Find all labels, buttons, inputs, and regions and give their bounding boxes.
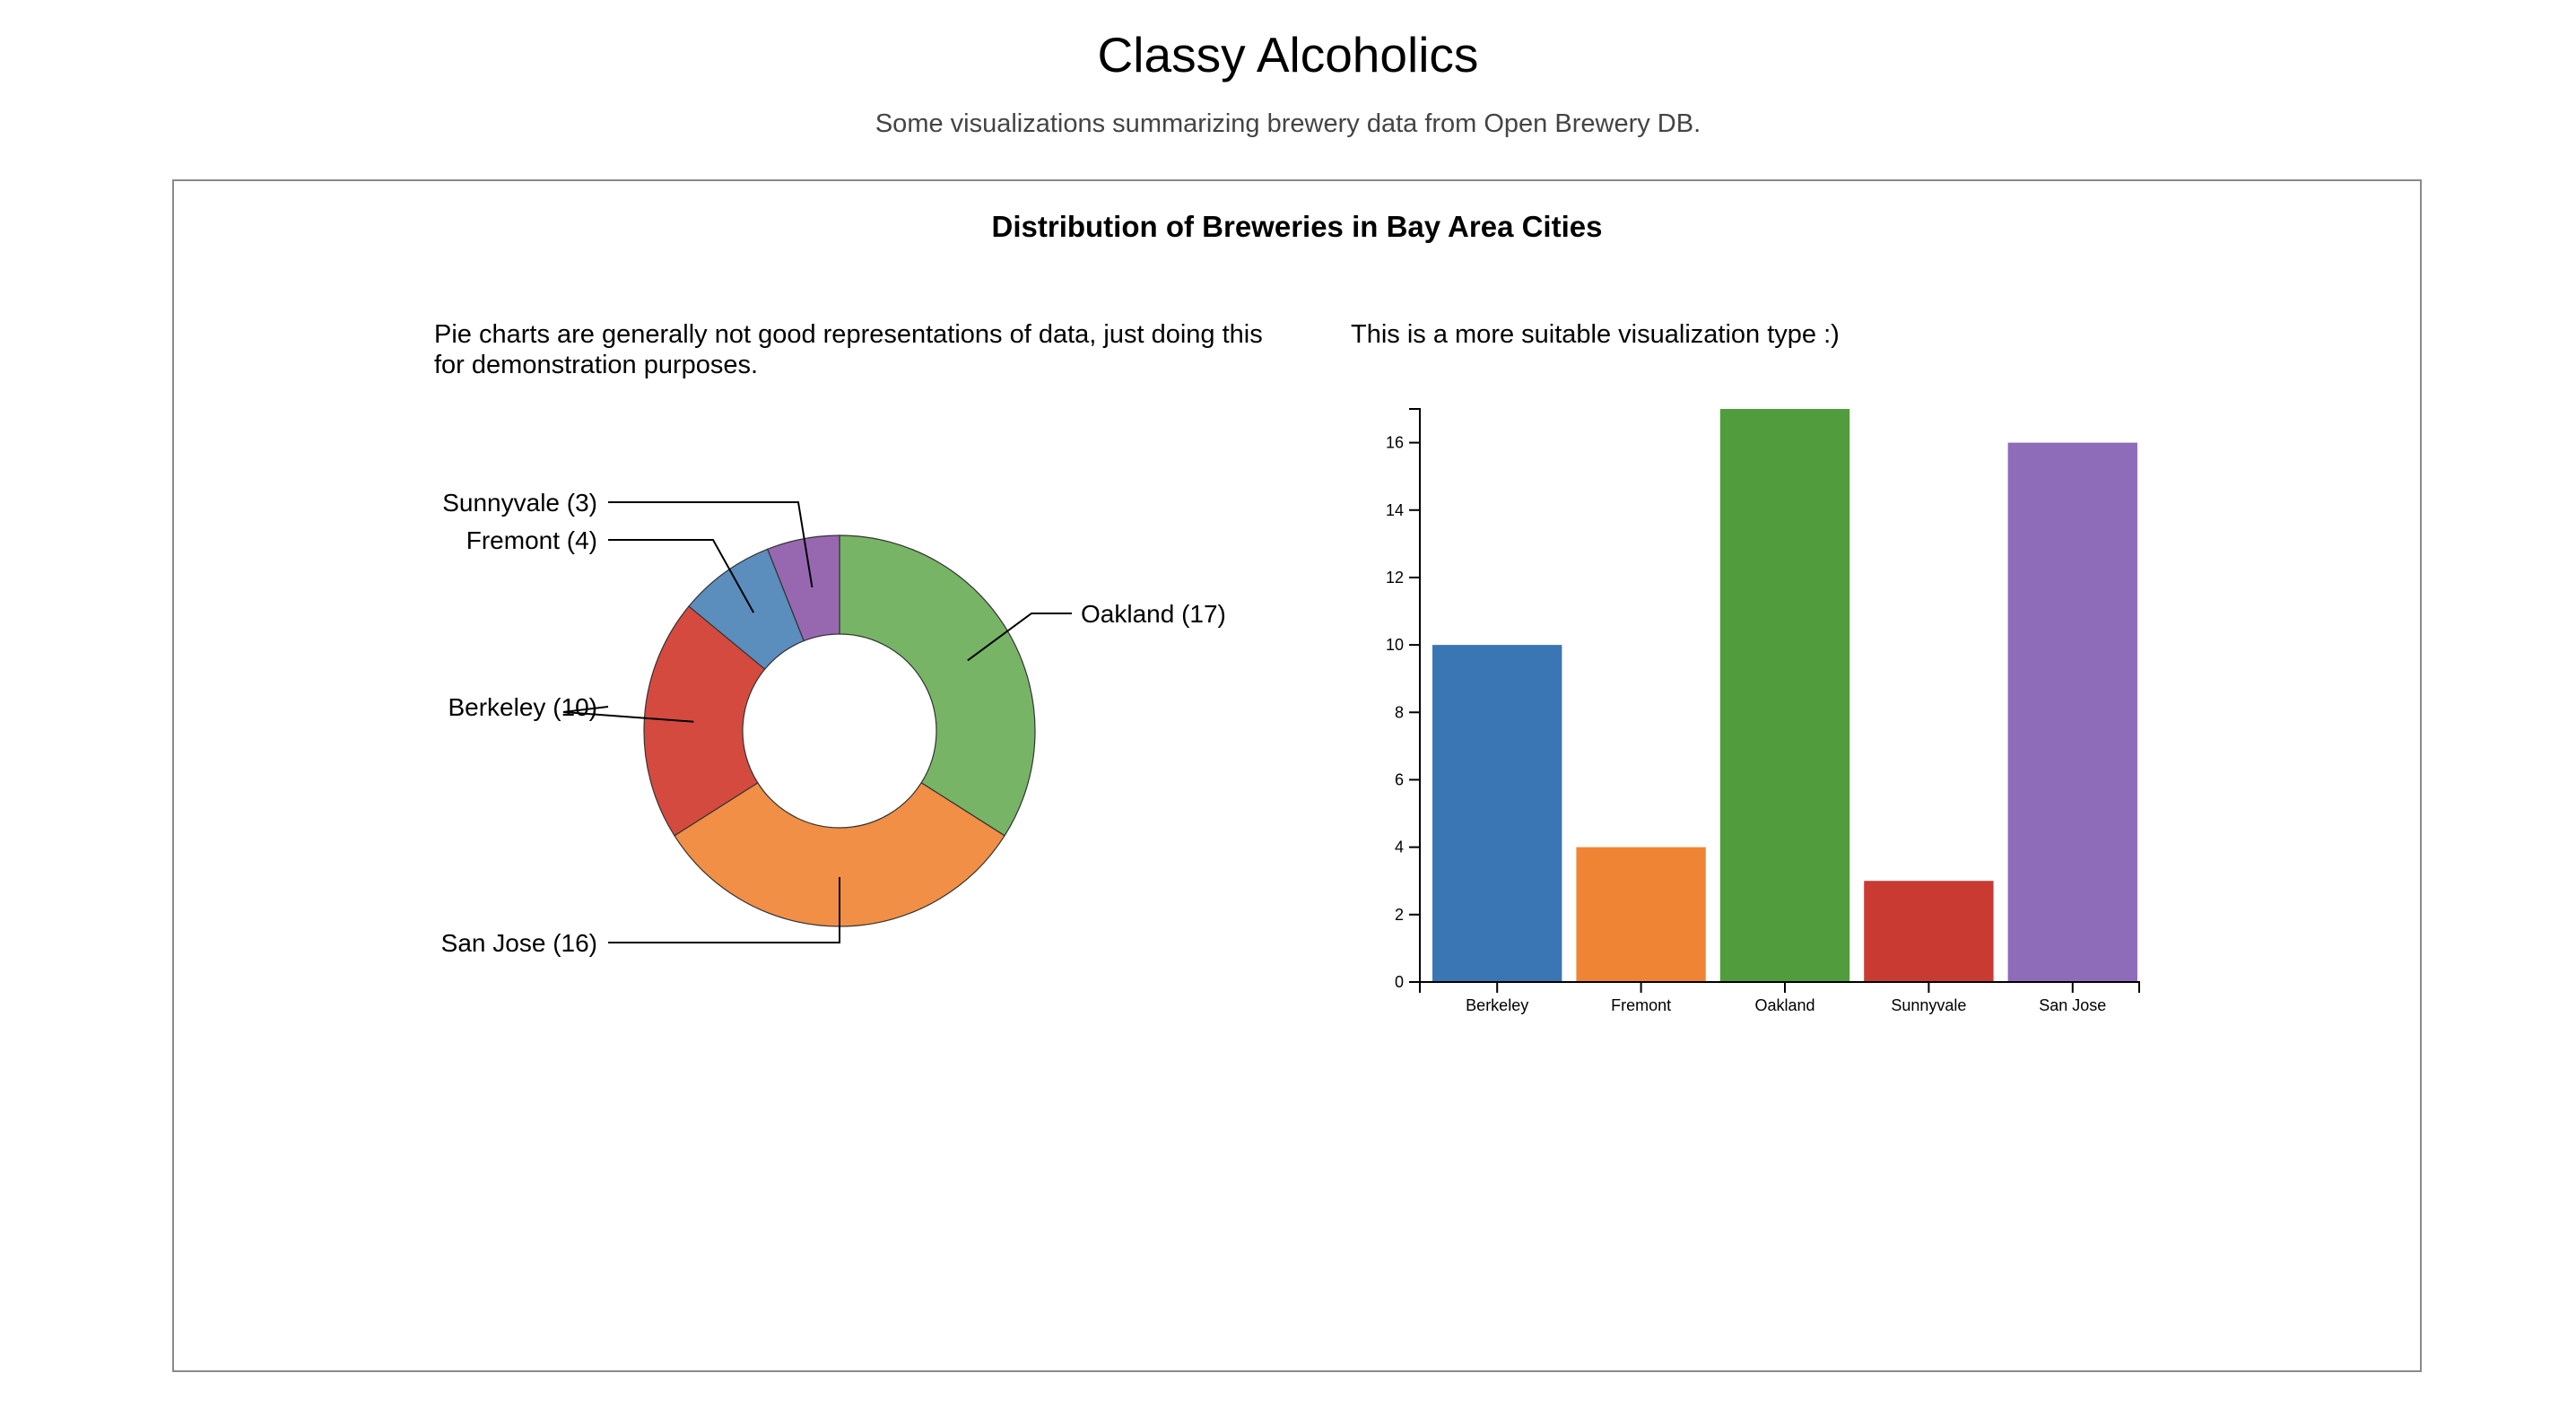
pie-leader-line-berkeley (562, 706, 694, 723)
y-tick-label-0: 0 (1395, 973, 1404, 991)
y-tick-label-2: 2 (1395, 906, 1404, 924)
bar-chart-note: This is a more suitable visualization ty… (1351, 320, 1840, 349)
pie-slice-berkeley (643, 605, 766, 837)
y-tick-label-6: 6 (1395, 770, 1404, 788)
pie-leader-line-san-jose (608, 877, 840, 943)
pie-label-berkeley: Berkeley (10) (448, 693, 597, 721)
pie-label-oakland: Oakland (17) (1081, 600, 1226, 628)
pie-leader-line-sunnyvale (608, 501, 814, 588)
y-tick-label-4: 4 (1395, 839, 1404, 856)
bar-sunnyvale (1864, 881, 1994, 982)
bar-oakland (1719, 409, 1850, 982)
x-tick-label-fremont: Fremont (1611, 996, 1671, 1014)
bar-berkeley (1432, 645, 1562, 982)
y-tick-label-8: 8 (1395, 703, 1404, 721)
x-tick-label-sunnyvale: Sunnyvale (1891, 996, 1966, 1014)
x-tick-label-oakland: Oakland (1754, 996, 1815, 1014)
page-title: Classy Alcoholics (1097, 27, 1479, 83)
y-tick-label-12: 12 (1386, 569, 1404, 587)
pie-slice-san-jose (674, 782, 1005, 927)
pie-label-san-jose: San Jose (16) (441, 929, 597, 957)
x-tick-label-san-jose: San Jose (2039, 996, 2106, 1014)
page-subtitle: Some visualizations summarizing brewery … (875, 109, 1701, 138)
pie-slice-sunnyvale (766, 535, 840, 642)
pie-label-sunnyvale: Sunnyvale (3) (442, 489, 597, 517)
x-axis-line (1419, 981, 2140, 993)
pie-slice-oakland (839, 535, 1036, 837)
y-axis-line (1409, 408, 1421, 983)
pie-label-fremont: Fremont (4) (466, 526, 597, 554)
x-tick-label-berkeley: Berkeley (1466, 996, 1528, 1014)
bar-fremont (1576, 847, 1706, 982)
pie-chart-note: Pie charts are generally not good repres… (434, 320, 1263, 379)
y-tick-label-16: 16 (1386, 434, 1404, 452)
y-tick-label-14: 14 (1386, 501, 1404, 519)
y-tick-label-10: 10 (1386, 636, 1404, 654)
pie-leader-line-oakland (967, 613, 1072, 662)
panel-title: Distribution of Breweries in Bay Area Ci… (991, 210, 1603, 243)
bar-san-jose (2007, 442, 2137, 982)
chart-panel: Distribution of Breweries in Bay Area Ci… (172, 179, 2422, 1372)
pie-leader-line-fremont (608, 539, 755, 613)
